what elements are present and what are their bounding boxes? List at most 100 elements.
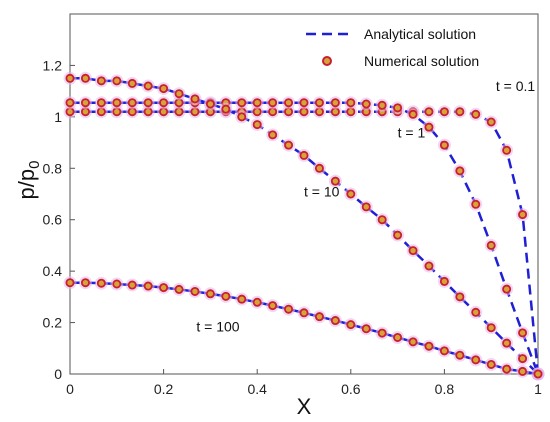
numerical-point xyxy=(65,278,75,288)
series-group xyxy=(63,276,545,381)
numerical-point xyxy=(237,98,247,108)
numerical-point xyxy=(330,98,340,108)
numerical-point xyxy=(299,98,309,108)
numerical-point xyxy=(284,304,294,314)
plot-frame xyxy=(69,13,539,375)
numerical-point xyxy=(190,286,200,296)
numerical-point xyxy=(455,350,465,360)
numerical-point xyxy=(112,76,122,86)
numerical-point xyxy=(361,99,371,109)
numerical-point xyxy=(96,76,106,86)
svg-text:p/p0: p/p0 xyxy=(14,161,43,200)
numerical-point xyxy=(252,120,262,130)
analytical-line xyxy=(70,281,539,376)
legend-numerical-label: Numerical solution xyxy=(364,53,479,69)
numerical-point xyxy=(518,354,528,364)
x-axis-label: X xyxy=(297,394,312,419)
numerical-point xyxy=(486,117,496,127)
numerical-point xyxy=(237,112,247,122)
numerical-point xyxy=(377,100,387,110)
y-tick-label: 0 xyxy=(54,366,62,382)
series-layer xyxy=(63,71,545,381)
numerical-point xyxy=(486,323,496,333)
numerical-point xyxy=(471,109,481,119)
numerical-point xyxy=(439,140,449,150)
series-group xyxy=(63,96,545,381)
numerical-point xyxy=(112,279,122,289)
numerical-point xyxy=(439,276,449,286)
legend-analytical-label: Analytical solution xyxy=(364,26,476,42)
numerical-point xyxy=(237,294,247,304)
axis-ticks: 0 0.2 0.4 0.6 0.8 1 0 0.2 0.4 0.6 0.8 1 1.2 xyxy=(43,57,543,397)
numerical-point xyxy=(471,355,481,365)
numerical-point xyxy=(533,369,543,379)
y-tick-label: 0.4 xyxy=(43,263,63,279)
numerical-point xyxy=(424,122,434,132)
numerical-point xyxy=(439,107,449,117)
numerical-point xyxy=(471,199,481,209)
x-tick-label: 0 xyxy=(66,381,74,397)
y-axis-label-main: p/p xyxy=(14,169,39,200)
y-axis-label-subscript: 0 xyxy=(26,161,43,169)
numerical-point xyxy=(455,107,465,117)
numerical-point xyxy=(205,99,215,109)
numerical-point xyxy=(268,98,278,108)
numerical-point xyxy=(518,210,528,220)
numerical-point xyxy=(518,328,528,338)
numerical-point xyxy=(330,176,340,186)
numerical-point xyxy=(221,291,231,301)
numerical-point xyxy=(65,73,75,83)
numerical-point xyxy=(361,202,371,212)
numerical-point xyxy=(408,109,418,119)
numerical-point xyxy=(455,166,465,176)
numerical-point xyxy=(377,328,387,338)
numerical-point xyxy=(252,297,262,307)
numerical-point xyxy=(393,230,403,240)
annotation-layer: t = 0.1 t = 1 t = 10 t = 100 xyxy=(196,78,535,334)
y-tick-label: 1 xyxy=(54,109,62,125)
numerical-point xyxy=(455,292,465,302)
numerical-point xyxy=(221,104,231,114)
y-tick-label: 0.2 xyxy=(43,315,63,331)
numerical-point xyxy=(112,98,122,108)
numerical-point xyxy=(502,364,512,374)
y-tick-label: 0.6 xyxy=(43,212,63,228)
numerical-point xyxy=(393,103,403,113)
numerical-point xyxy=(205,289,215,299)
numerical-point xyxy=(408,246,418,256)
numerical-point xyxy=(424,261,434,271)
x-tick-label: 0.4 xyxy=(247,381,267,397)
numerical-point xyxy=(268,301,278,311)
numerical-point xyxy=(314,163,324,173)
curve-annotation: t = 100 xyxy=(196,319,239,335)
legend-box xyxy=(300,20,534,76)
numerical-point xyxy=(346,98,356,108)
numerical-point xyxy=(502,284,512,294)
numerical-point xyxy=(190,94,200,104)
numerical-point xyxy=(502,145,512,155)
numerical-point xyxy=(159,84,169,94)
numerical-point xyxy=(424,107,434,117)
curve-annotation: t = 10 xyxy=(304,184,340,200)
numerical-point xyxy=(502,338,512,348)
numerical-point xyxy=(393,332,403,342)
legend: Analytical solution Numerical solution xyxy=(300,20,534,76)
x-tick-label: 0.2 xyxy=(154,381,174,397)
x-tick-label: 0.6 xyxy=(341,381,361,397)
numerical-point xyxy=(486,359,496,369)
y-axis-label: p/p0 xyxy=(14,161,43,200)
numerical-point xyxy=(80,278,90,288)
numerical-point xyxy=(346,320,356,330)
numerical-point xyxy=(159,98,169,108)
numerical-point xyxy=(80,73,90,83)
numerical-point xyxy=(143,98,153,108)
numerical-point xyxy=(174,284,184,294)
numerical-point xyxy=(127,78,137,88)
numerical-point xyxy=(377,215,387,225)
numerical-point xyxy=(252,98,262,108)
series-group xyxy=(63,71,545,381)
y-tick-label: 1.2 xyxy=(43,57,63,73)
numerical-point xyxy=(486,240,496,250)
y-tick-label: 0.8 xyxy=(43,160,63,176)
